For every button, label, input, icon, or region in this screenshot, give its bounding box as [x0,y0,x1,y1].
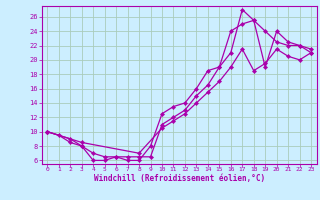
X-axis label: Windchill (Refroidissement éolien,°C): Windchill (Refroidissement éolien,°C) [94,174,265,183]
